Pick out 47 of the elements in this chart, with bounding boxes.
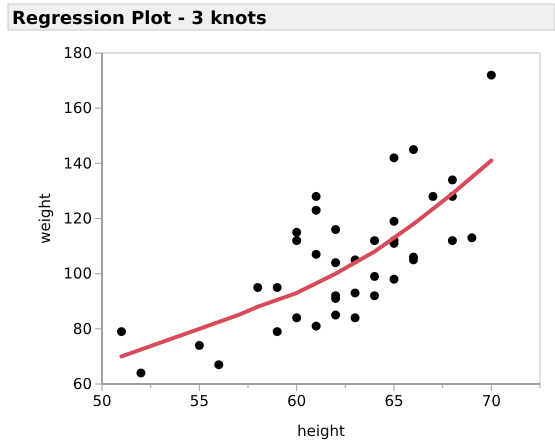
point	[272, 282, 282, 292]
point	[272, 327, 282, 336]
y-tick-label: 160	[63, 99, 92, 118]
point	[331, 310, 340, 320]
x-tick-label: 70	[482, 392, 501, 410]
point	[448, 175, 457, 184]
point	[370, 236, 380, 246]
point	[408, 145, 418, 154]
point	[486, 70, 496, 80]
point	[370, 291, 380, 300]
point	[292, 228, 302, 237]
point	[331, 258, 340, 268]
y-tick-label: 140	[63, 154, 92, 172]
line-series	[119, 158, 494, 358]
x-tick-label: 60	[287, 392, 306, 410]
point	[390, 274, 398, 284]
point	[292, 236, 302, 246]
x-tick-label: 55	[190, 392, 209, 410]
point	[350, 313, 360, 322]
point	[194, 340, 204, 350]
y-axis-title: weight	[36, 193, 54, 244]
point	[390, 216, 398, 226]
point	[428, 192, 438, 201]
point	[467, 233, 476, 242]
point	[253, 282, 262, 292]
point	[312, 250, 321, 259]
y-tick-label: 60	[72, 375, 92, 393]
point	[292, 313, 302, 322]
point	[312, 206, 321, 215]
point	[331, 225, 340, 234]
point	[350, 288, 360, 298]
x-axis-title: height	[297, 422, 346, 440]
point	[136, 368, 146, 378]
point	[116, 327, 126, 336]
point	[390, 153, 398, 162]
point	[214, 360, 224, 370]
y-tick-label: 120	[63, 210, 92, 228]
point	[370, 272, 380, 281]
y-tick-label: 180	[63, 44, 92, 62]
x-tick-label: 50	[92, 392, 112, 410]
chart-title: Regression Plot - 3 knots	[12, 8, 267, 29]
point	[448, 236, 457, 246]
y-tick-label: 80	[72, 320, 92, 338]
y-tick-label: 100	[63, 264, 92, 283]
point	[312, 322, 321, 331]
x-tick-label: 65	[384, 392, 404, 410]
point	[312, 192, 321, 201]
